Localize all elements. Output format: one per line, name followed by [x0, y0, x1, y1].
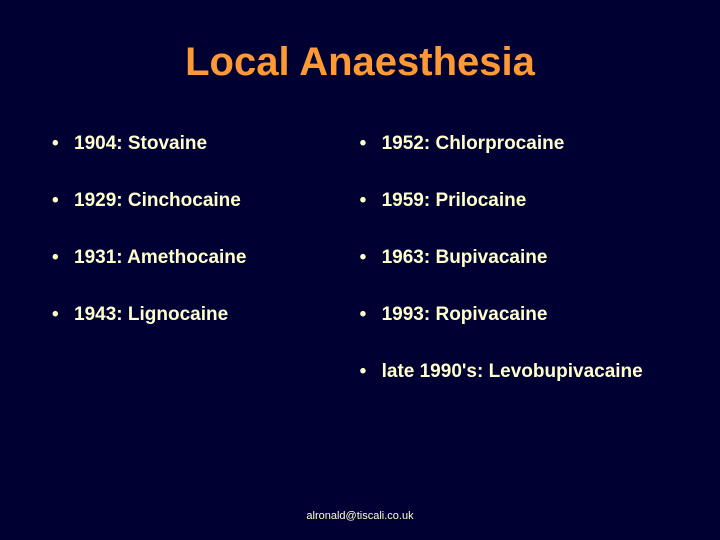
list-item: • 1952: Chlorprocaine: [358, 133, 680, 155]
list-item: • late 1990's: Levobupivacaine: [358, 361, 680, 383]
list-item: • 1943: Lignocaine: [50, 304, 348, 326]
list-item: • 1929: Cinchocaine: [50, 190, 348, 212]
list-item-text: 1963: Bupivacaine: [382, 247, 680, 269]
bullet-icon: •: [50, 190, 74, 212]
list-item-text: 1929: Cinchocaine: [74, 190, 348, 212]
list-item-text: 1904: Stovaine: [74, 133, 348, 155]
right-column: • 1952: Chlorprocaine • 1959: Prilocaine…: [358, 133, 680, 418]
list-item-text: 1959: Prilocaine: [382, 190, 680, 212]
list-item: • 1963: Bupivacaine: [358, 247, 680, 269]
bullet-icon: •: [358, 133, 382, 155]
list-item-text: late 1990's: Levobupivacaine: [382, 361, 680, 383]
bullet-icon: •: [50, 133, 74, 155]
list-item: • 1931: Amethocaine: [50, 247, 348, 269]
list-item: • 1959: Prilocaine: [358, 190, 680, 212]
bullet-icon: •: [50, 247, 74, 269]
list-item: • 1993: Ropivacaine: [358, 304, 680, 326]
content-columns: • 1904: Stovaine • 1929: Cinchocaine • 1…: [50, 133, 670, 418]
footer-text: alronald@tiscali.co.uk: [0, 510, 720, 522]
list-item: • 1904: Stovaine: [50, 133, 348, 155]
list-item-text: 1943: Lignocaine: [74, 304, 348, 326]
bullet-icon: •: [358, 304, 382, 326]
bullet-icon: •: [50, 304, 74, 326]
slide-title: Local Anaesthesia: [50, 40, 670, 85]
list-item-text: 1931: Amethocaine: [74, 247, 348, 269]
slide: Local Anaesthesia • 1904: Stovaine • 192…: [0, 0, 720, 540]
list-item-text: 1993: Ropivacaine: [382, 304, 680, 326]
bullet-icon: •: [358, 361, 382, 383]
list-item-text: 1952: Chlorprocaine: [382, 133, 680, 155]
left-column: • 1904: Stovaine • 1929: Cinchocaine • 1…: [50, 133, 348, 418]
bullet-icon: •: [358, 190, 382, 212]
bullet-icon: •: [358, 247, 382, 269]
